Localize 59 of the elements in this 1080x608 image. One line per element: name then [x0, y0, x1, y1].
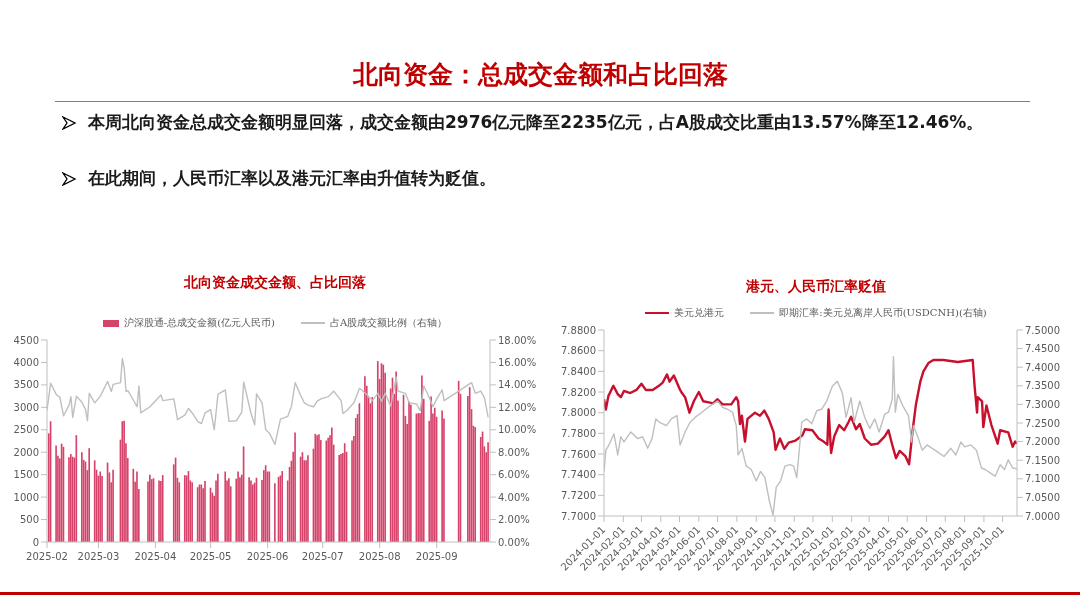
y-tick-label: 7.7200	[561, 489, 596, 501]
x-tick-label: 2025-09	[415, 551, 458, 562]
chart-title: 港元、人民币汇率贬值	[745, 278, 887, 296]
y2-tick-label: 8.00%	[498, 446, 530, 458]
y2-tick-label: 7.4500	[1025, 343, 1060, 355]
y2-tick-label: 0.00%	[498, 536, 530, 548]
y-tick-label: 4000	[13, 356, 39, 368]
y2-tick-label: 4.00%	[498, 491, 530, 503]
y2-tick-label: 12.00%	[498, 401, 537, 413]
y-tick-label: 4500	[13, 334, 39, 346]
y-tick-label: 7.8600	[561, 345, 596, 357]
y-tick-label: 7.8800	[561, 324, 596, 336]
y2-tick-label: 10.00%	[498, 424, 537, 436]
y-tick-label: 1000	[13, 491, 39, 503]
y-tick-label: 7.7400	[561, 469, 596, 481]
y2-tick-label: 7.0000	[1025, 510, 1060, 522]
y-tick-label: 1500	[13, 469, 39, 481]
y-tick-label: 3500	[13, 379, 39, 391]
x-tick-label: 2025-05	[189, 551, 232, 562]
y2-tick-label: 6.00%	[498, 469, 530, 481]
y2-tick-label: 18.00%	[498, 334, 537, 346]
y-tick-label: 7.8200	[561, 386, 596, 398]
legend-label: 即期汇率:美元兑离岸人民币(USDCNH)(右轴)	[779, 306, 987, 320]
y2-tick-label: 7.5000	[1025, 324, 1060, 336]
legend-label: 美元兑港元	[674, 306, 725, 320]
legend-label: 占A股成交额比例（右轴）	[329, 316, 448, 330]
text: 本周北向资金总成交金额明显回落，成交金额由2976亿元降至2235亿元，占A股成交比重由13.57%降至12.46%。	[88, 111, 984, 134]
y-tick-label: 7.7600	[561, 448, 596, 460]
y2-tick-label: 7.1500	[1025, 454, 1060, 466]
y2-tick-label: 7.4000	[1025, 361, 1060, 373]
y-tick-label: 7.7000	[561, 510, 596, 522]
y2-tick-label: 7.3000	[1025, 398, 1060, 410]
y-tick-label: 7.8000	[561, 407, 596, 419]
y2-tick-label: 16.00%	[498, 356, 537, 368]
x-tick-label: 2025-04	[134, 551, 177, 562]
text: 在此期间，人民币汇率以及港元汇率由升值转为贬值。	[88, 167, 496, 190]
x-tick-label: 2025-03	[77, 551, 120, 562]
chart-title: 北向资金成交金额、占比回落	[183, 274, 367, 292]
x-tick-label: 2025-08	[358, 551, 401, 562]
y2-tick-label: 7.0500	[1025, 491, 1060, 503]
y-tick-label: 7.7800	[561, 427, 596, 439]
y-tick-label: 7.8400	[561, 365, 596, 377]
y2-tick-label: 7.3500	[1025, 380, 1060, 392]
text: 北向资金：总成交金额和占比回落	[351, 59, 729, 91]
legend-label: 沪深股通-总成交金额(亿元人民币)	[123, 316, 275, 330]
x-tick-label: 2025-07	[301, 551, 344, 562]
y-tick-label: 2500	[13, 424, 39, 436]
y-tick-label: 500	[19, 514, 39, 526]
y2-tick-label: 2.00%	[498, 514, 530, 526]
y-tick-label: 0	[32, 536, 39, 548]
y2-tick-label: 7.1000	[1025, 473, 1060, 485]
y2-tick-label: 7.2500	[1025, 417, 1060, 429]
y-tick-label: 3000	[13, 401, 39, 413]
x-tick-label: 2025-06	[246, 551, 289, 562]
x-tick-label: 2025-02	[26, 551, 68, 562]
y2-tick-label: 14.00%	[498, 379, 537, 391]
y-tick-label: 2000	[13, 446, 39, 458]
line-series	[604, 358, 1017, 466]
y2-tick-label: 7.2000	[1025, 436, 1060, 448]
